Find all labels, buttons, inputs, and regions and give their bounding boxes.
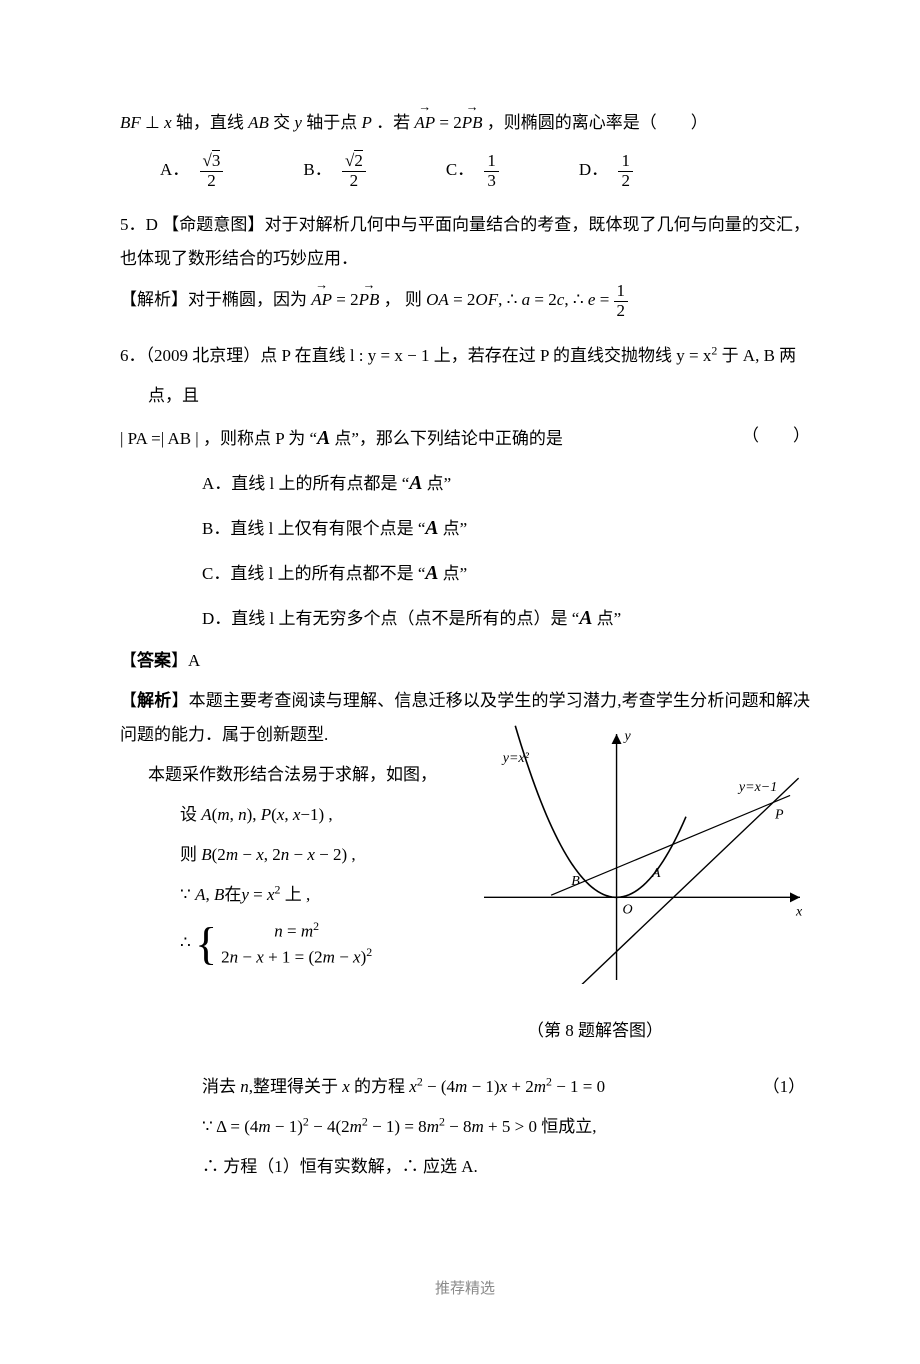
fig-caption: （第 8 题解答图） [380,1014,810,1048]
q6-concl: ∴ 方程（1）恒有实数解，∴ 应选 A. [120,1150,810,1184]
q6-delta: ∵ Δ = (4m − 1)2 − 4(2m2 − 1) = 8m2 − 8m … [120,1110,810,1144]
cursive-A-icon: A [317,428,330,449]
svg-text:x: x [795,905,803,920]
q6-answer: 【答案】A [120,644,810,678]
page-footer: 推荐精选 [120,1274,810,1304]
q6-stem-b: 点，且 [120,379,810,413]
q6-opt-A: A．直线 l 上的所有点都是 “A 点” [120,464,810,503]
q5-stem: BF ⊥ x 轴，直线 AB 交 y 轴于点 P ．若 AP = 2PB ，则椭… [120,106,810,140]
q5-stem-tail: ，则椭圆的离心率是（ ） [487,113,708,132]
svg-text:y=x−1: y=x−1 [737,780,777,795]
svg-text:A: A [651,866,661,881]
vec-AP: AP [414,106,435,140]
svg-text:B: B [571,874,580,889]
vec-PB: PB [462,106,483,140]
q8-figure: y=x² y=x−1 Ox y A B P [480,724,810,996]
q5-options: A． √32 B． √22 C． 13 D． 12 [160,152,810,190]
q6-opt-D: D．直线 l 上有无穷多个点（点不是所有的点）是 “A 点” [120,599,810,638]
q5-answer: 5．D 【命题意图】对于对解析几何中与平面向量结合的考查，既体现了几何与向量的交… [120,208,810,276]
q5-opt-C: C． 13 [446,152,499,190]
svg-text:P: P [774,808,784,823]
q6-elim: 消去 n,整理得关于 x 的方程 x2 − (4m − 1)x + 2m2 − … [120,1070,810,1104]
svg-text:y: y [623,729,632,744]
q6-opt-B: B．直线 l 上仅有有限个点是 “A 点” [120,509,810,548]
q6-stem-a: 6．（2009 北京理）点 P 在直线 l : y = x − 1 上，若存在过… [120,339,810,373]
q6-stem-c: | PA =| AB | ，则称点 P 为 “A 点”，那么下列结论中正确的是 … [120,419,810,458]
q5-opt-D: D． 12 [579,152,633,190]
q5-opt-A: A． √32 [160,152,223,190]
svg-text:y=x²: y=x² [501,751,530,766]
q6-opt-C: C．直线 l 上的所有点都不是 “A 点” [120,554,810,593]
q5-analysis: 【解析】对于椭圆，因为 AP = 2PB ， 则 OA = 2OF, ∴ a =… [120,282,810,320]
svg-text:O: O [623,903,633,918]
q5-opt-B: B． √22 [303,152,365,190]
